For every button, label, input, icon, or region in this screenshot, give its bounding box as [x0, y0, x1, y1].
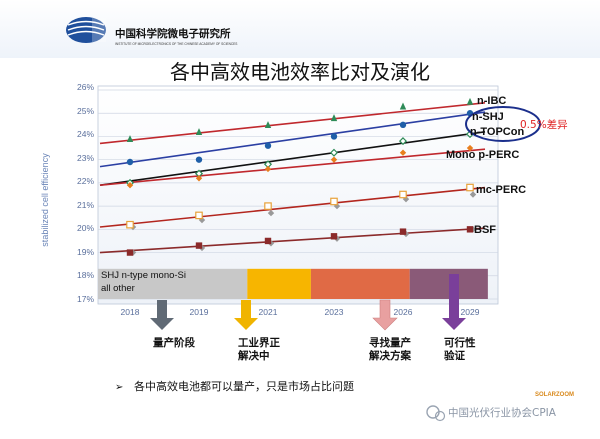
data-point — [264, 142, 272, 149]
trend-line — [99, 186, 486, 228]
series-label-n-shj: n-SHJ — [472, 111, 504, 123]
x-tick-label: 2018 — [121, 307, 140, 317]
data-point — [264, 121, 272, 129]
series-label-n-topcon: n-TOPCon — [470, 126, 524, 138]
data-point — [399, 102, 407, 110]
trend-line — [99, 101, 486, 145]
stage-label-seeking-solution: 解决方案 — [368, 349, 411, 362]
stage-label-seeking-solution: 寻找量产 — [369, 336, 411, 349]
data-point — [126, 249, 134, 256]
y-tick-label: 20% — [77, 223, 94, 233]
data-point — [126, 182, 134, 189]
band-label-shj: SHJ n-type mono-Si — [101, 270, 186, 281]
data-point — [469, 191, 477, 198]
x-tick-label: 2029 — [461, 307, 480, 317]
market-share-band — [98, 268, 488, 299]
footer-watermark: 中国光伏行业协会CPIA — [448, 406, 557, 419]
highlight-ellipse — [465, 106, 541, 142]
stage-arrow-feasibility — [442, 274, 466, 330]
y-tick-label: 25% — [77, 106, 94, 116]
data-point — [399, 228, 407, 235]
x-tick-label: 2021 — [259, 307, 278, 317]
data-point — [329, 148, 339, 157]
x-tick-label: 2026 — [394, 307, 413, 317]
data-point — [466, 226, 474, 233]
data-point — [126, 220, 134, 229]
note-text: 各中高效电池都可以量产，只是市场占比问题 — [134, 379, 354, 393]
institute-name-cn: 中国科学院微电子研究所 — [115, 27, 231, 40]
series-label-n-ibc: n-IBC — [477, 95, 506, 107]
trend-line — [99, 148, 486, 187]
institute-name-en: INSTITUTE OF MICROELECTRONICS OF THE CHI… — [115, 42, 237, 46]
y-tick-label: 17% — [77, 294, 94, 304]
data-point — [330, 114, 338, 122]
data-point — [399, 121, 407, 129]
x-tick-label: 2023 — [325, 307, 344, 317]
stage-label-industry-solving: 工业界正 — [238, 336, 280, 349]
data-point — [330, 197, 338, 206]
trend-lines — [99, 101, 486, 254]
difference-annotation: 0.5%差异 — [520, 118, 568, 131]
wechat-icon — [426, 405, 446, 422]
solarzoom-logo: SOLARZOOM — [535, 392, 574, 398]
series-label-mono-p-perc: Mono p-PERC — [446, 149, 519, 161]
data-point — [126, 158, 134, 166]
market-band-segment — [98, 268, 248, 299]
x-tick-label: 2019 — [190, 307, 209, 317]
series-label-mc-perc: mc-PERC — [476, 184, 526, 196]
market-band-segment — [409, 268, 488, 299]
data-point — [126, 135, 134, 142]
data-point — [195, 211, 203, 220]
data-point — [330, 156, 338, 163]
data-point — [195, 156, 203, 163]
stage-arrow-seeking-solution — [372, 299, 398, 331]
stage-label-industry-solving: 解决中 — [237, 349, 270, 362]
trend-line — [99, 111, 486, 168]
data-point — [399, 149, 407, 156]
y-tick-label: 19% — [77, 247, 94, 257]
market-band-segment — [310, 268, 410, 299]
slide-title: 各中高效电池效率比对及演化 — [170, 60, 430, 84]
y-tick-label: 26% — [77, 82, 94, 92]
y-axis-label: stabilized cell efficiency — [40, 153, 50, 247]
data-point — [330, 133, 338, 140]
globe-icon — [66, 17, 106, 43]
y-tick-label: 22% — [77, 176, 94, 186]
data-point — [195, 128, 203, 135]
data-point — [195, 242, 203, 249]
y-tick-label: 24% — [77, 129, 94, 139]
institute-logo — [66, 17, 106, 43]
stage-arrow-mass-production — [150, 300, 174, 330]
series-label-bsf: BSF — [474, 224, 496, 236]
band-label-other: all other — [101, 283, 135, 294]
data-point — [330, 233, 338, 240]
data-point — [466, 144, 474, 152]
y-tick-label: 18% — [77, 270, 94, 280]
trend-line — [99, 131, 486, 187]
y-tick-label: 23% — [77, 153, 94, 163]
data-markers — [125, 97, 477, 256]
stage-label-mass-production: 量产阶段 — [153, 336, 195, 349]
data-point — [466, 183, 474, 192]
data-point — [398, 137, 408, 146]
y-tick-label: 21% — [77, 200, 94, 210]
stage-label-feasibility: 可行性 — [444, 336, 476, 349]
trend-line — [99, 227, 486, 254]
stage-label-feasibility: 验证 — [444, 349, 465, 362]
data-point — [267, 209, 275, 217]
note-bullet: ➢ — [115, 382, 123, 393]
data-point — [264, 237, 272, 245]
data-point — [195, 175, 203, 182]
data-point — [333, 202, 341, 210]
data-point — [264, 165, 272, 173]
data-point — [399, 190, 407, 199]
data-point — [466, 97, 474, 105]
market-band-segment — [247, 268, 311, 299]
data-point — [264, 202, 272, 210]
stage-arrow-industry-solving — [234, 300, 258, 330]
